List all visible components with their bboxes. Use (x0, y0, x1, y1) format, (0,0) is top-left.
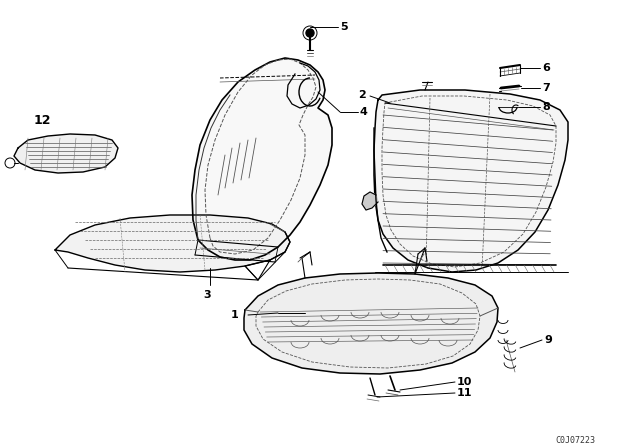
Polygon shape (244, 273, 498, 374)
Text: 2: 2 (358, 90, 366, 100)
Text: 11: 11 (457, 388, 472, 398)
Text: 8: 8 (542, 102, 550, 112)
Text: 4: 4 (360, 107, 368, 117)
Polygon shape (192, 58, 332, 260)
Polygon shape (374, 90, 568, 272)
Polygon shape (362, 192, 378, 210)
Circle shape (306, 29, 314, 37)
Text: 5: 5 (340, 22, 348, 32)
Text: 10: 10 (457, 377, 472, 387)
Text: 9: 9 (544, 335, 552, 345)
Text: 12: 12 (33, 113, 51, 126)
Text: 6: 6 (542, 63, 550, 73)
Polygon shape (55, 215, 290, 272)
Text: C0J07223: C0J07223 (555, 435, 595, 444)
Text: 3: 3 (203, 290, 211, 300)
Text: 7: 7 (542, 83, 550, 93)
Polygon shape (14, 134, 118, 173)
Text: 1: 1 (230, 310, 238, 320)
